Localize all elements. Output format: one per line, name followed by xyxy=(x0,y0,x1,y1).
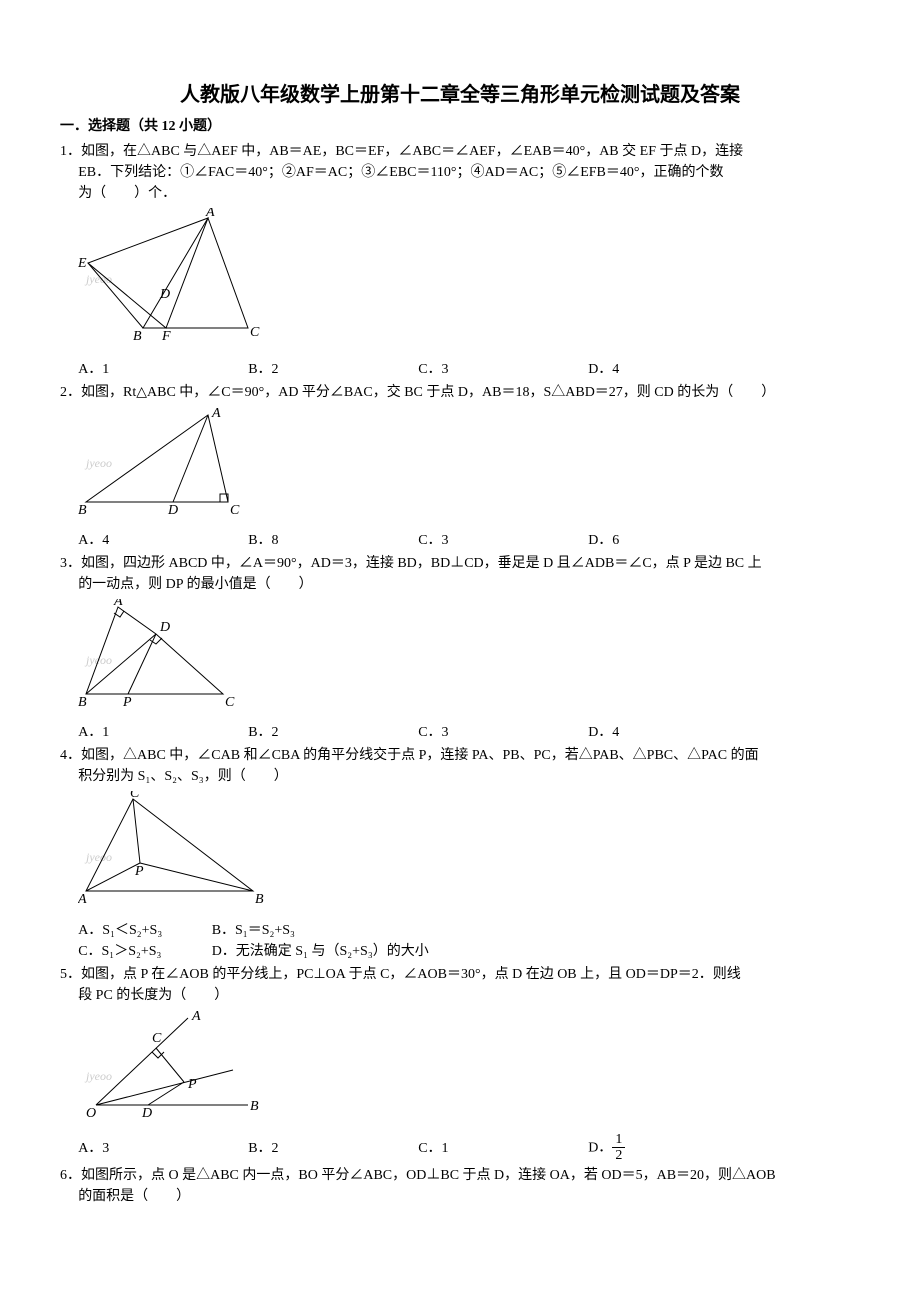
q2-opt-d: D．6 xyxy=(588,530,619,551)
q3-opt-d: D．4 xyxy=(588,722,619,743)
svg-text:D: D xyxy=(159,287,170,302)
q2-opt-c: C．3 xyxy=(418,530,588,551)
q5-opt-c: C．1 xyxy=(418,1138,588,1159)
q2-line1: 2．如图，Rt△ABC 中，∠C＝90°，AD 平分∠BAC，交 BC 于点 D… xyxy=(60,382,860,403)
q2-options: A．4 B．8 C．3 D．6 xyxy=(60,530,860,551)
q5-svg: jyeoo O A B C P D xyxy=(78,1010,268,1122)
q5-options: A．3 B．2 C．1 D．12 xyxy=(60,1133,860,1163)
q4-options-row1: A．S₁＜S₂+S₃ B．S₁＝S₂+S₃ xyxy=(60,920,860,941)
q1-opt-c: C．3 xyxy=(418,359,588,380)
svg-text:P: P xyxy=(122,695,132,710)
q3-line2: 的一动点，则 DP 的最小值是（ ） xyxy=(60,574,860,595)
question-1: 1．如图，在△ABC 与△AEF 中，AB＝AE，BC＝EF，∠ABC＝∠AEF… xyxy=(60,141,860,380)
question-2: 2．如图，Rt△ABC 中，∠C＝90°，AD 平分∠BAC，交 BC 于点 D… xyxy=(60,382,860,551)
svg-text:C: C xyxy=(225,695,235,710)
q5-opt-a: A．3 xyxy=(78,1138,248,1159)
q3-figure: jyeoo A D B P C xyxy=(78,599,860,718)
q1-line1: 1．如图，在△ABC 与△AEF 中，AB＝AE，BC＝EF，∠ABC＝∠AEF… xyxy=(60,141,860,162)
svg-text:A: A xyxy=(205,208,215,220)
q3-opt-b: B．2 xyxy=(248,722,418,743)
svg-text:B: B xyxy=(78,503,87,518)
svg-text:C: C xyxy=(250,325,260,340)
q6-line1: 6．如图所示，点 O 是△ABC 内一点，BO 平分∠ABC，OD⊥BC 于点 … xyxy=(60,1165,860,1186)
q1-opt-b: B．2 xyxy=(248,359,418,380)
document-title: 人教版八年级数学上册第十二章全等三角形单元检测试题及答案 xyxy=(60,80,860,110)
q3-opt-c: C．3 xyxy=(418,722,588,743)
q1-figure: jyeoo A E D B F C xyxy=(78,208,860,355)
q3-line1: 3．如图，四边形 ABCD 中，∠A＝90°，AD＝3，连接 BD，BD⊥CD，… xyxy=(60,553,860,574)
question-5: 5．如图，点 P 在∠AOB 的平分线上，PC⊥OA 于点 C，∠AOB＝30°… xyxy=(60,964,860,1163)
q3-svg: jyeoo A D B P C xyxy=(78,599,248,711)
question-6: 6．如图所示，点 O 是△ABC 内一点，BO 平分∠ABC，OD⊥BC 于点 … xyxy=(60,1165,860,1207)
svg-text:F: F xyxy=(161,329,171,344)
q5-opt-d: D．12 xyxy=(588,1133,625,1163)
svg-text:B: B xyxy=(133,329,142,344)
watermark: jyeoo xyxy=(84,1069,112,1083)
q5-line1: 5．如图，点 P 在∠AOB 的平分线上，PC⊥OA 于点 C，∠AOB＝30°… xyxy=(60,964,860,985)
q5-opt-b: B．2 xyxy=(248,1138,418,1159)
q4-opt-c: C．S₁＞S₂+S₃ xyxy=(78,941,208,962)
q3-options: A．1 B．2 C．3 D．4 xyxy=(60,722,860,743)
svg-text:B: B xyxy=(78,695,87,710)
q1-opt-a: A．1 xyxy=(78,359,248,380)
q3-opt-a: A．1 xyxy=(78,722,248,743)
q2-figure: jyeoo A B D C xyxy=(78,407,860,526)
q4-opt-b: B．S₁＝S₂+S₃ xyxy=(212,923,295,938)
q1-svg: jyeoo A E D B F C xyxy=(78,208,268,348)
q1-opt-d: D．4 xyxy=(588,359,619,380)
q2-opt-b: B．8 xyxy=(248,530,418,551)
q4-opt-d: D．无法确定 S₁ 与（S₂+S₃）的大小 xyxy=(212,944,429,959)
q4-options-row2: C．S₁＞S₂+S₃ D．无法确定 S₁ 与（S₂+S₃）的大小 xyxy=(60,941,860,962)
watermark: jyeoo xyxy=(84,456,112,470)
q4-line1: 4．如图，△ABC 中，∠CAB 和∠CBA 的角平分线交于点 P，连接 PA、… xyxy=(60,745,860,766)
q4-opt-a: A．S₁＜S₂+S₃ xyxy=(78,920,208,941)
svg-text:B: B xyxy=(255,892,264,907)
svg-text:P: P xyxy=(187,1077,197,1092)
question-4: 4．如图，△ABC 中，∠CAB 和∠CBA 的角平分线交于点 P，连接 PA、… xyxy=(60,745,860,962)
q5-figure: jyeoo O A B C P D xyxy=(78,1010,860,1129)
q6-line2: 的面积是（ ） xyxy=(60,1186,860,1207)
svg-text:A: A xyxy=(78,892,87,907)
q2-svg: jyeoo A B D C xyxy=(78,407,258,519)
svg-text:C: C xyxy=(230,503,240,518)
watermark: jyeoo xyxy=(84,850,112,864)
svg-text:C: C xyxy=(152,1031,162,1046)
svg-text:A: A xyxy=(191,1010,201,1024)
svg-text:P: P xyxy=(134,864,144,879)
fraction: 12 xyxy=(612,1133,625,1163)
q5-line2: 段 PC 的长度为（ ） xyxy=(60,985,860,1006)
svg-text:O: O xyxy=(86,1106,96,1121)
svg-text:A: A xyxy=(113,599,123,609)
svg-text:B: B xyxy=(250,1099,259,1114)
svg-text:D: D xyxy=(159,620,170,635)
svg-text:C: C xyxy=(130,791,140,801)
svg-text:D: D xyxy=(167,503,178,518)
svg-text:D: D xyxy=(141,1106,152,1121)
q4-line2: 积分别为 S₁、S₂、S₃，则（ ） xyxy=(60,766,860,787)
q1-line3: 为（ ）个． xyxy=(60,183,860,204)
question-3: 3．如图，四边形 ABCD 中，∠A＝90°，AD＝3，连接 BD，BD⊥CD，… xyxy=(60,553,860,743)
svg-text:A: A xyxy=(211,407,221,421)
svg-text:E: E xyxy=(78,256,87,271)
q1-line2: EB．下列结论：①∠FAC＝40°；②AF＝AC；③∠EBC＝110°；④AD＝… xyxy=(60,162,860,183)
q1-options: A．1 B．2 C．3 D．4 xyxy=(60,359,860,380)
q2-opt-a: A．4 xyxy=(78,530,248,551)
q4-figure: jyeoo C P A B xyxy=(78,791,860,916)
section-heading: 一．选择题（共 12 小题） xyxy=(60,116,860,137)
q4-svg: jyeoo C P A B xyxy=(78,791,278,909)
